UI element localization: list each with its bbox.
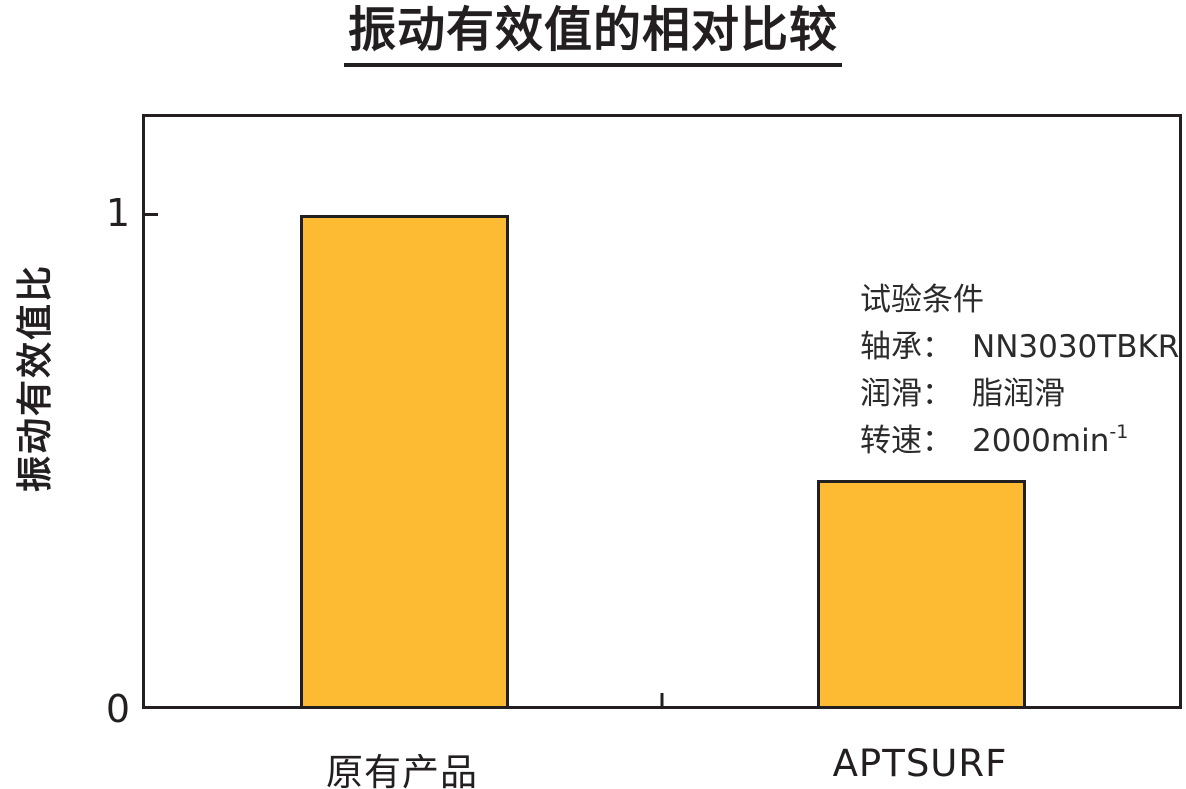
annotation-superscript: -1: [1109, 420, 1129, 443]
y-tick-label-1: 1: [105, 191, 130, 235]
y-tick-label-0: 0: [105, 687, 130, 731]
annotation-value-speed: 2000min-1: [972, 420, 1129, 459]
bar-original-product: [299, 215, 509, 706]
bar-aptsurf: [816, 480, 1026, 706]
x-category-label-original-product: 原有产品: [326, 751, 478, 789]
y-axis-label: 振动有效值比: [15, 263, 56, 493]
annotation-header: 试验条件: [860, 282, 984, 318]
chart-title-text: 振动有效值的相对比较: [343, 2, 842, 67]
annotation-header-row: 试验条件: [860, 277, 1179, 324]
y-axis-tick-mark: [145, 213, 158, 217]
annotation-row-speed: 转速： 2000min-1: [860, 418, 1179, 465]
x-category-label-aptsurf: APTSURF: [832, 742, 1008, 785]
test-conditions-annotation: 试验条件 轴承： NN3030TBKR 润滑： 脂润滑 转速： 2000min-…: [860, 277, 1179, 465]
annotation-value-lubrication: 脂润滑: [972, 376, 1065, 412]
x-axis-tick-mark: [660, 693, 664, 706]
annotation-label-bearing: 轴承：: [860, 329, 953, 365]
annotation-label-speed: 转速：: [860, 423, 953, 459]
chart-title: 振动有效值的相对比较: [0, 2, 1186, 67]
annotation-row-lubrication: 润滑： 脂润滑: [860, 371, 1179, 418]
annotation-value-bearing: NN3030TBKR: [972, 329, 1180, 365]
plot-area: 试验条件 轴承： NN3030TBKR 润滑： 脂润滑 转速： 2000min-…: [142, 114, 1182, 709]
annotation-label-lubrication: 润滑：: [860, 376, 953, 412]
annotation-row-bearing: 轴承： NN3030TBKR: [860, 324, 1179, 371]
